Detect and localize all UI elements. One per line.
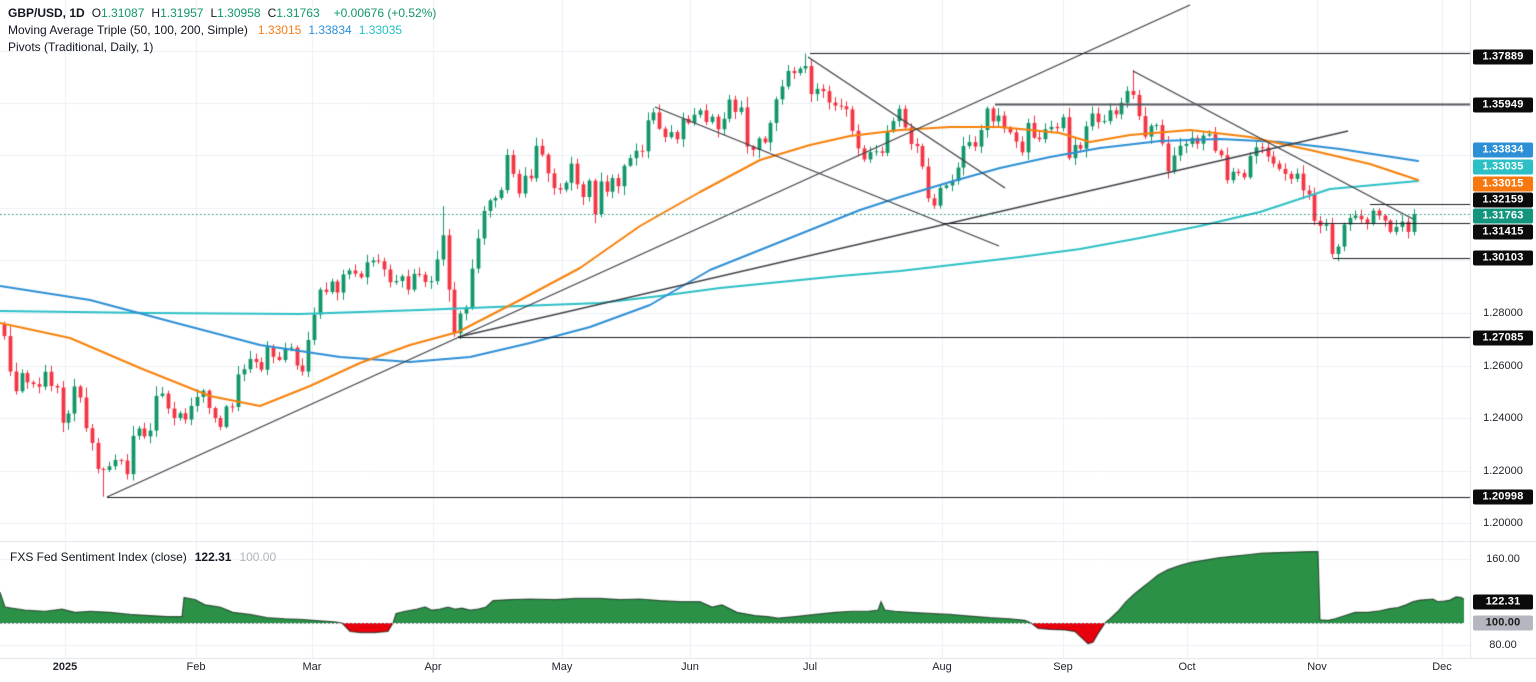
sentiment-value: 122.31 [194,550,232,564]
sentiment-axis-badge: 122.31 [1473,594,1533,610]
time-axis-label: Oct [1178,661,1196,673]
price-axis-badge: 1.35949 [1473,97,1533,113]
time-axis-label: Aug [932,661,952,673]
time-axis-label: 2025 [52,661,78,673]
pivots-legend-row[interactable]: Pivots (Traditional, Daily, 1) [8,40,160,54]
ohlc-letter: H [151,6,161,20]
time-axis-label: Jun [681,661,699,673]
price-axis-label: 1.22000 [1483,465,1523,477]
sentiment-axis-label: 160.00 [1486,553,1520,565]
pivots-study-label: Pivots (Traditional, Daily, 1) [8,40,154,54]
price-axis-label: 1.28000 [1483,307,1523,319]
price-axis-badge: 1.30103 [1473,250,1533,266]
ma-values: 1.33015 1.33834 1.33035 [258,23,409,37]
ma-study-label: Moving Average Triple (50, 100, 200, Sim… [8,23,248,37]
ma-legend-row[interactable]: Moving Average Triple (50, 100, 200, Sim… [8,23,416,37]
ohlc-value: 1.30958 [217,6,261,20]
time-axis-label: Mar [302,661,322,673]
sentiment-baseline-value: 100.00 [239,550,277,564]
price-axis-badge: 1.33834 [1473,142,1533,158]
price-axis-badge: 1.27085 [1473,330,1533,346]
time-axis-label: Feb [186,661,206,673]
ohlc-value: 1.31087 [101,6,145,20]
symbol-legend-row[interactable]: GBP/USD, 1D O1.31087 H1.31957 L1.30958 C1.31… [8,6,443,20]
price-axis-badge: 1.31763 [1473,208,1533,224]
price-axis-label: 1.20000 [1483,517,1523,529]
ohlc-values: O1.31087 H1.31957 L1.30958 C1.31763 [92,6,327,20]
ma-value: 1.33834 [308,23,352,37]
symbol-title: GBP/USD, 1D [8,6,85,20]
time-axis-label: Apr [424,661,442,673]
ma-value: 1.33015 [257,23,302,37]
price-axis-badge: 1.33035 [1473,159,1533,175]
time-axis-label: Sep [1053,661,1073,673]
price-axis-badge: 1.33015 [1473,176,1533,192]
sentiment-axis-label: 80.00 [1489,639,1517,651]
ohlc-letter: C [267,6,277,20]
time-axis-label: Nov [1307,661,1327,673]
price-axis-badge: 1.20998 [1473,489,1533,505]
ohlc-letter: L [210,6,218,20]
price-axis-badge: 1.32159 [1473,192,1533,208]
sentiment-study-label: FXS Fed Sentiment Index (close) [10,550,187,564]
ma-value: 1.33035 [358,23,403,37]
time-axis-label: Jul [802,661,818,673]
time-axis-label: Dec [1432,661,1452,673]
price-axis-label: 1.26000 [1483,360,1523,372]
ohlc-letter: O [91,6,102,20]
ohlc-value: 1.31957 [160,6,204,20]
ohlc-value: 1.31763 [276,6,320,20]
change-value: +0.00676 (+0.52%) [333,6,437,20]
time-axis-label: May [551,661,573,673]
sentiment-axis-badge: 100.00 [1473,615,1533,631]
sentiment-legend-row[interactable]: FXS Fed Sentiment Index (close) 122.31 100… [10,550,276,564]
price-axis-label: 1.24000 [1483,412,1523,424]
price-axis-badge: 1.31415 [1473,224,1533,240]
price-axis-badge: 1.37889 [1473,49,1533,65]
